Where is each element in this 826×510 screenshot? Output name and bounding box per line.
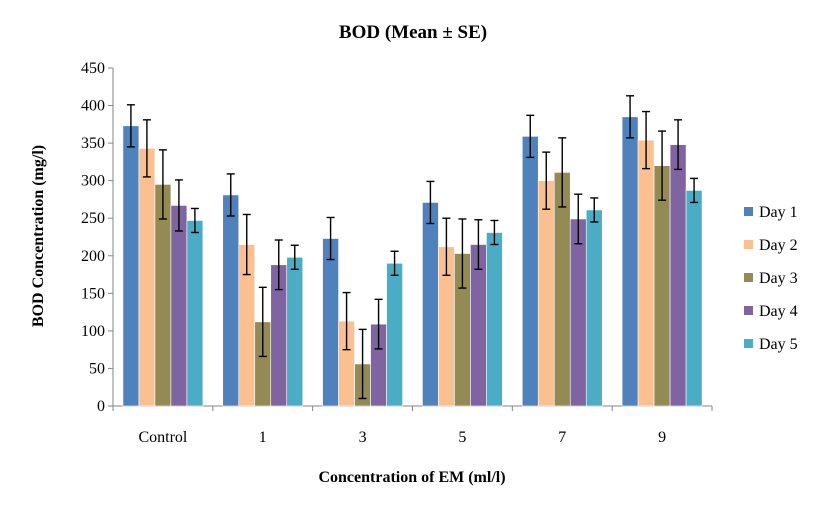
legend: Day 1 Day 2 Day 3 Day 4 Day 5 (744, 204, 798, 353)
x-tick-label: 9 (658, 429, 666, 446)
bar-day-4-control (170, 205, 188, 407)
bar-day-2-9 (637, 139, 655, 407)
bar-day-4-9 (669, 144, 687, 407)
bar-day-1-5 (422, 202, 439, 407)
x-tick-label: 5 (458, 429, 466, 446)
y-tick-label: 50 (89, 360, 105, 377)
bar-day-3-9 (653, 165, 671, 407)
x-axis-title: Concentration of EM (ml/l) (318, 469, 505, 486)
bar-day-5-7 (585, 209, 603, 407)
error-bars-group (126, 95, 699, 400)
y-axis: 0 50 100 150 200 250 300 350 400 450 (81, 60, 114, 415)
bar-day-5-9 (685, 190, 703, 407)
legend-label: Day 1 (759, 204, 798, 221)
legend-label: Day 4 (759, 303, 798, 320)
y-tick-label: 400 (81, 98, 105, 115)
x-axis: Control 1 3 5 7 9 (112, 405, 713, 446)
bar-day-1-1 (222, 194, 240, 407)
bar-day-5-control (186, 220, 204, 407)
bar-day-1-control (122, 125, 140, 407)
bar-day-5-5 (486, 232, 503, 407)
y-tick-label: 100 (81, 323, 105, 340)
legend-swatch (744, 240, 753, 249)
y-tick-label: 150 (81, 285, 105, 302)
bar-day-1-3 (322, 238, 339, 407)
bar-day-2-7 (537, 180, 555, 407)
y-tick-label: 300 (81, 173, 105, 190)
y-tick-label: 200 (81, 248, 105, 265)
legend-swatch (744, 273, 753, 282)
bar-day-2-control (138, 148, 156, 407)
y-tick-label: 450 (81, 60, 105, 77)
legend-label: Day 2 (759, 237, 798, 254)
bar-day-1-9 (621, 116, 639, 407)
legend-label: Day 5 (759, 336, 798, 353)
x-tick-label: 3 (359, 429, 367, 446)
y-tick-label: 350 (81, 135, 105, 152)
bar-day-5-1 (286, 256, 304, 407)
legend-swatch (744, 306, 753, 315)
y-tick-label: 250 (81, 210, 105, 227)
x-tick-label: 1 (259, 429, 267, 446)
y-axis-title: BOD Concentration (mg/l) (30, 145, 47, 327)
bar-day-5-3 (386, 262, 403, 407)
bars-group (122, 116, 703, 407)
chart-title: BOD (Mean ± SE) (339, 22, 487, 43)
y-tick-label: 0 (97, 398, 105, 415)
legend-swatch (744, 207, 753, 216)
bar-day-1-7 (521, 136, 539, 407)
bar-day-4-7 (569, 218, 587, 407)
legend-label: Day 3 (759, 270, 798, 287)
x-tick-label: Control (138, 429, 187, 446)
x-tick-label: 7 (558, 429, 566, 446)
legend-swatch (744, 339, 753, 348)
